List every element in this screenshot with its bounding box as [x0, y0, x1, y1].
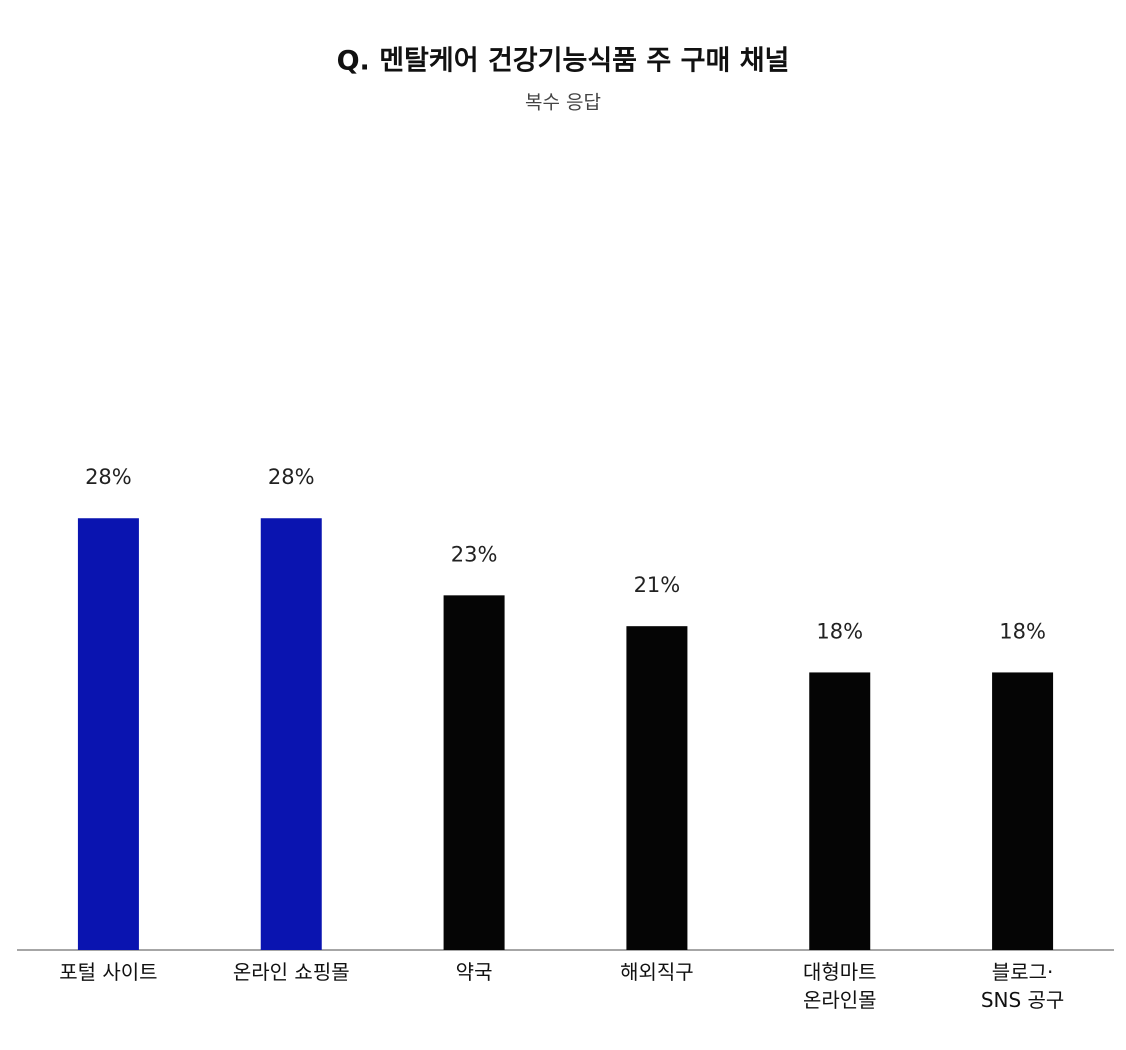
- value-label: 28%: [268, 465, 315, 489]
- bar: [626, 626, 688, 950]
- bar: [77, 518, 139, 950]
- x-tick-label: 포털 사이트: [59, 960, 158, 984]
- value-label: 28%: [85, 465, 132, 489]
- x-tick-label: 대형마트 온라인몰: [802, 960, 877, 1012]
- x-tick-label: 약국: [455, 960, 493, 984]
- chart-subtitle: 복수 응답: [525, 92, 601, 114]
- x-tick-label: 온라인 쇼핑몰: [232, 960, 350, 984]
- chart-title: Q. 멘탈케어 건강기능식품 주 구매 채널: [337, 46, 790, 77]
- value-label: 18%: [816, 619, 863, 643]
- x-tick-label: 블로그· SNS 공구: [980, 960, 1065, 1012]
- bar: [443, 595, 505, 950]
- bar: [260, 518, 322, 950]
- value-label: 21%: [634, 573, 681, 597]
- bar: [809, 672, 871, 950]
- value-label: 23%: [451, 542, 498, 566]
- bar: [992, 672, 1054, 950]
- value-label: 18%: [999, 619, 1046, 643]
- x-tick-label: 해외직구: [620, 960, 694, 984]
